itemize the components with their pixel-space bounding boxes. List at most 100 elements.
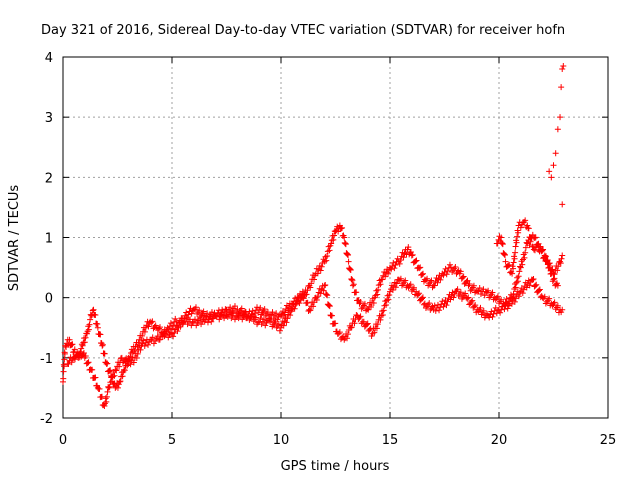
x-tick-label: 20 (491, 433, 508, 448)
data-point (509, 270, 516, 277)
data-point (498, 296, 505, 303)
data-point (145, 323, 152, 330)
data-point (385, 270, 392, 277)
data-point (116, 363, 123, 370)
data-point (443, 302, 450, 309)
data-point (357, 313, 364, 320)
data-point (409, 251, 416, 258)
data-point (97, 331, 104, 338)
data-point (368, 303, 375, 310)
data-point (87, 316, 94, 323)
data-point (328, 240, 335, 247)
data-point (554, 267, 561, 274)
data-point (381, 302, 388, 309)
data-point (323, 291, 330, 298)
data-point (326, 302, 333, 309)
data-point (363, 321, 370, 328)
data-point (149, 318, 156, 325)
data-point (413, 257, 420, 264)
data-point (549, 266, 556, 273)
data-point (382, 298, 389, 305)
data-point (364, 320, 371, 327)
data-point (499, 240, 506, 247)
data-point (291, 305, 298, 312)
data-point (96, 385, 103, 392)
data-point (377, 281, 384, 288)
data-point (85, 359, 92, 366)
data-point (379, 311, 386, 318)
data-point (505, 262, 512, 269)
data-point (119, 373, 126, 380)
data-point (174, 328, 181, 335)
data-point (342, 241, 349, 248)
data-point (558, 84, 565, 91)
data-point (157, 324, 164, 331)
data-point (287, 312, 294, 319)
data-point (101, 350, 108, 357)
data-point (101, 402, 108, 409)
data-point (117, 378, 124, 385)
data-point (347, 266, 354, 273)
data-point (524, 222, 531, 229)
data-point (459, 274, 466, 281)
data-point (392, 262, 399, 269)
data-point (514, 233, 521, 240)
data-point (546, 168, 553, 175)
data-point (510, 265, 517, 272)
data-point (311, 276, 318, 283)
data-point (516, 268, 523, 275)
data-point (515, 273, 522, 280)
data-point (397, 275, 404, 282)
data-point (308, 280, 315, 287)
data-point (522, 244, 529, 251)
data-point (517, 264, 524, 271)
data-point (79, 342, 86, 349)
data-point (317, 267, 324, 274)
data-point (360, 318, 367, 325)
data-point (521, 254, 528, 261)
data-point (341, 239, 348, 246)
data-point (558, 255, 565, 262)
data-point (353, 289, 360, 296)
data-point (141, 342, 148, 349)
chart-title: Day 321 of 2016, Sidereal Day-to-day VTE… (41, 23, 565, 38)
data-point (347, 266, 354, 273)
y-tick-label: 1 (45, 232, 53, 247)
data-point (295, 298, 302, 305)
data-point (557, 260, 564, 267)
data-point (183, 315, 190, 322)
data-point (555, 263, 562, 270)
data-point (410, 284, 417, 291)
data-point (498, 239, 505, 246)
data-point (345, 258, 352, 265)
data-point (512, 243, 519, 250)
data-point (498, 234, 505, 241)
data-point (416, 290, 423, 297)
data-point (344, 331, 351, 338)
data-point (526, 282, 533, 289)
data-point (99, 342, 106, 349)
data-point (185, 311, 192, 318)
y-tick-label: -1 (40, 352, 53, 367)
data-point (92, 374, 99, 381)
data-point (416, 265, 423, 272)
data-point (162, 331, 169, 338)
data-point (322, 291, 329, 298)
data-point (92, 312, 99, 319)
data-point (283, 319, 290, 326)
data-point (489, 289, 496, 296)
x-tick-label: 15 (382, 433, 399, 448)
data-point (514, 278, 521, 285)
data-point (94, 320, 101, 327)
data-point (389, 287, 396, 294)
data-point (89, 307, 96, 314)
data-point (512, 284, 519, 291)
data-point (155, 325, 162, 332)
data-point (554, 282, 561, 289)
data-point (324, 292, 331, 299)
data-point (536, 244, 543, 251)
data-point (412, 258, 419, 265)
data-point (104, 388, 111, 395)
data-point (419, 271, 426, 278)
data-point (444, 268, 451, 275)
